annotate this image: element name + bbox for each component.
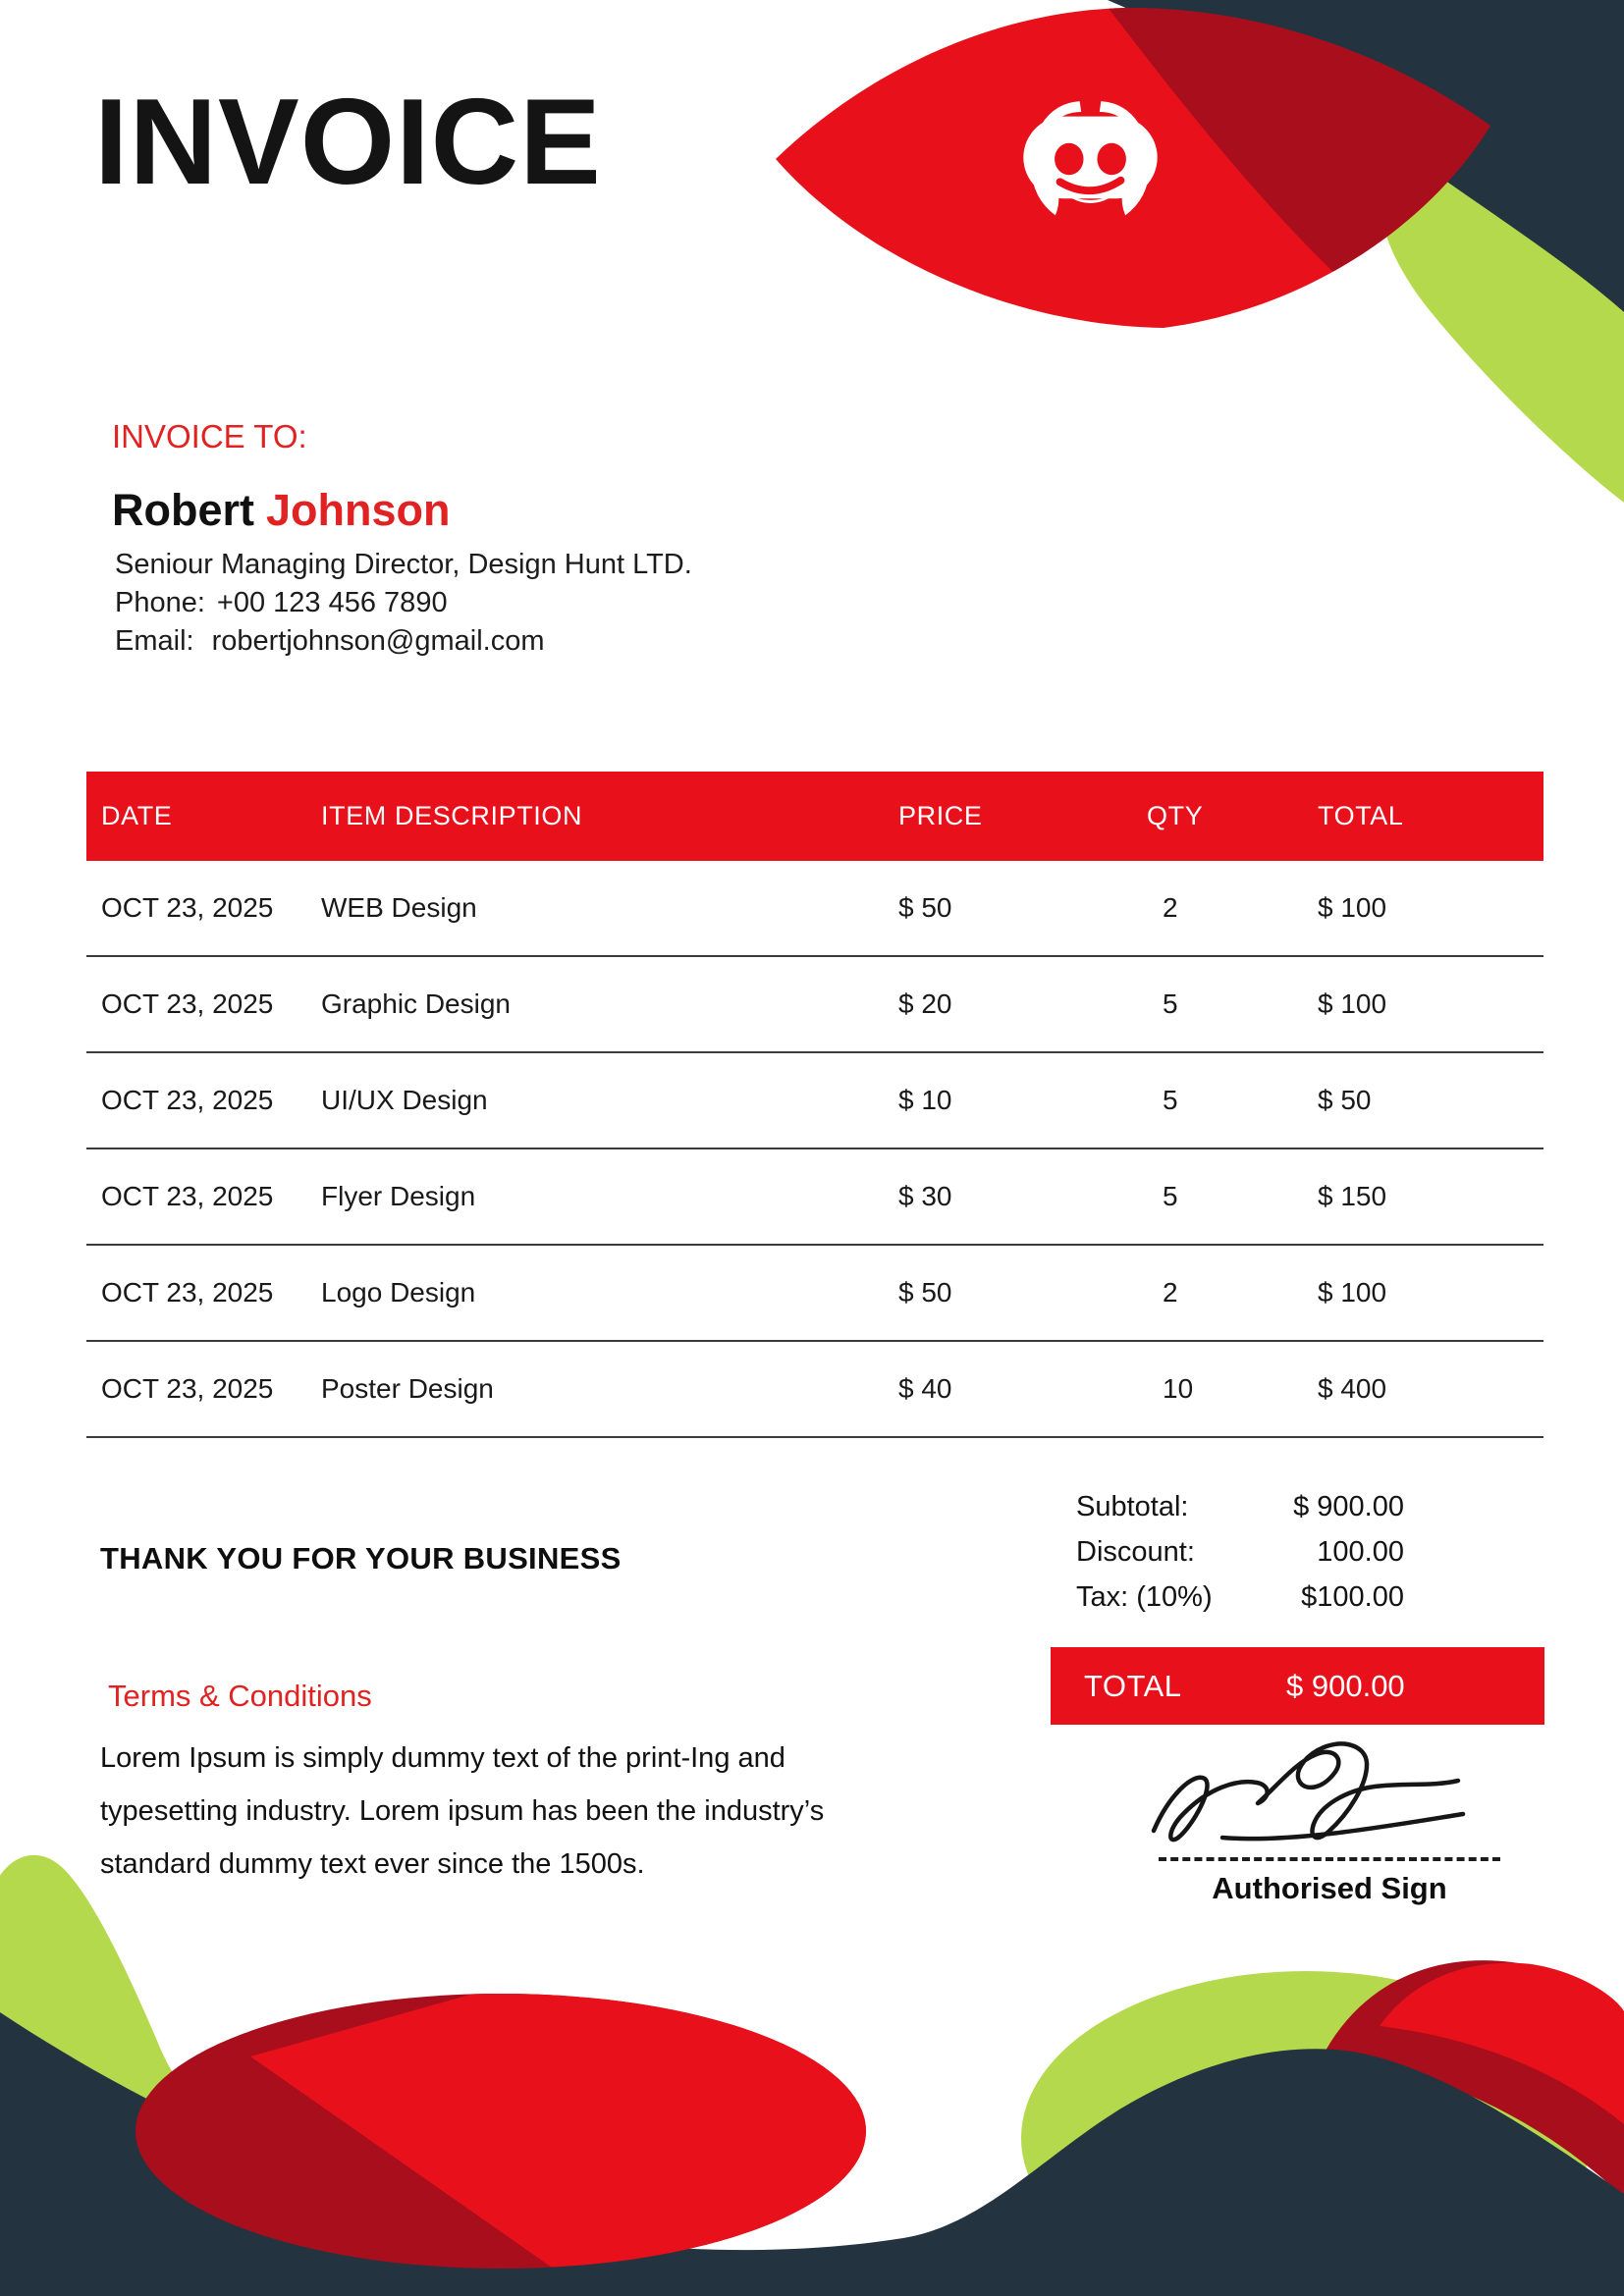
column-header-date: DATE — [101, 801, 173, 830]
column-header-qty: QTY — [1147, 801, 1204, 830]
red-hill-right — [1380, 1962, 1624, 2124]
cell-total: $ 100 — [1318, 988, 1387, 1019]
terms-heading: Terms & Conditions — [108, 1679, 372, 1713]
green-band-shape — [1380, 157, 1624, 503]
table-header: DATE ITEM DESCRIPTION PRICE QTY TOTAL — [86, 772, 1543, 861]
thank-you-note: THANK YOU FOR YOUR BUSINESS — [100, 1541, 622, 1575]
discount-value: 100.00 — [1317, 1536, 1404, 1568]
cell-date: OCT 23, 2025 — [101, 892, 274, 923]
cell-date: OCT 23, 2025 — [101, 1181, 274, 1211]
navy-corner-shape — [1108, 0, 1624, 312]
cell-date: OCT 23, 2025 — [101, 1085, 274, 1115]
page-title: INVOICE — [94, 75, 602, 210]
tax-label: Tax: (10%) — [1076, 1581, 1213, 1613]
top-banner-graphic — [776, 0, 1624, 503]
cell-qty: 5 — [1163, 1085, 1178, 1115]
cell-qty: 2 — [1163, 1277, 1178, 1308]
client-first-name: Robert — [112, 485, 254, 535]
cell-description: Poster Design — [321, 1373, 494, 1404]
cell-price: $ 40 — [898, 1373, 952, 1404]
client-name: Robert Johnson — [112, 485, 451, 536]
cell-total: $ 150 — [1318, 1181, 1387, 1211]
client-email-row: Email: robertjohnson@gmail.com — [115, 622, 692, 661]
cell-total: $ 50 — [1318, 1085, 1372, 1115]
table-row: OCT 23, 2025 Flyer Design $ 30 5 $ 150 — [86, 1149, 1543, 1246]
column-header-total: TOTAL — [1318, 801, 1404, 830]
email-value: robertjohnson@gmail.com — [211, 625, 545, 657]
summary-block: Subtotal: $ 900.00 Discount: 100.00 Tax:… — [1076, 1484, 1404, 1620]
cell-price: $ 50 — [898, 1277, 952, 1308]
cell-qty: 2 — [1163, 892, 1178, 923]
table-row: OCT 23, 2025 WEB Design $ 50 2 $ 100 — [86, 861, 1543, 957]
discount-row: Discount: 100.00 — [1076, 1529, 1404, 1575]
cell-qty: 5 — [1163, 988, 1178, 1019]
signature-line — [1159, 1857, 1500, 1861]
column-header-description: ITEM DESCRIPTION — [321, 801, 583, 830]
subtotal-label: Subtotal: — [1076, 1491, 1189, 1522]
invoice-to-label: INVOICE TO: — [112, 418, 307, 454]
terms-body: Lorem Ipsum is simply dummy text of the … — [100, 1742, 825, 1880]
table-row: OCT 23, 2025 Graphic Design $ 20 5 $ 100 — [86, 957, 1543, 1053]
cell-description: Flyer Design — [321, 1181, 476, 1211]
table-row: OCT 23, 2025 Logo Design $ 50 2 $ 100 — [86, 1246, 1543, 1342]
cell-date: OCT 23, 2025 — [101, 1373, 274, 1404]
phone-value: +00 123 456 7890 — [216, 587, 448, 618]
bottom-banner-graphic — [0, 1854, 1624, 2296]
subtotal-row: Subtotal: $ 900.00 — [1076, 1484, 1404, 1529]
cell-price: $ 30 — [898, 1181, 952, 1211]
tax-value: $100.00 — [1301, 1581, 1404, 1613]
cell-total: $ 100 — [1318, 892, 1387, 923]
cell-total: $ 100 — [1318, 1277, 1387, 1308]
cell-total: $ 400 — [1318, 1373, 1387, 1404]
authorised-sign-label: Authorised Sign — [1212, 1871, 1447, 1905]
client-role: Seniour Managing Director, Design Hunt L… — [115, 549, 692, 580]
items-table: DATE ITEM DESCRIPTION PRICE QTY TOTAL OC… — [86, 772, 1543, 1438]
grand-total-bar: TOTAL $ 900.00 — [1051, 1647, 1544, 1725]
grand-total-label: TOTAL — [1084, 1669, 1182, 1703]
cell-description: Logo Design — [321, 1277, 476, 1308]
tax-row: Tax: (10%) $100.00 — [1076, 1575, 1404, 1620]
discount-label: Discount: — [1076, 1536, 1195, 1568]
cell-description: UI/UX Design — [321, 1085, 488, 1115]
subtotal-value: $ 900.00 — [1293, 1491, 1404, 1522]
cell-date: OCT 23, 2025 — [101, 1277, 274, 1308]
cell-qty: 5 — [1163, 1181, 1178, 1211]
table-body: OCT 23, 2025 WEB Design $ 50 2 $ 100 OCT 23, … — [86, 861, 1543, 1438]
grand-total-value: $ 900.00 — [1286, 1669, 1405, 1703]
cell-date: OCT 23, 2025 — [101, 988, 274, 1019]
column-header-price: PRICE — [898, 801, 983, 830]
table-row: OCT 23, 2025 Poster Design $ 40 10 $ 400 — [86, 1342, 1543, 1438]
cell-price: $ 50 — [898, 892, 952, 923]
email-label: Email: — [115, 625, 194, 657]
table-row: OCT 23, 2025 UI/UX Design $ 10 5 $ 50 — [86, 1053, 1543, 1149]
cell-description: Graphic Design — [321, 988, 511, 1019]
cell-qty: 10 — [1163, 1373, 1194, 1404]
signature-image — [1151, 1741, 1466, 1842]
cell-description: WEB Design — [321, 892, 477, 923]
cell-price: $ 20 — [898, 988, 952, 1019]
cell-price: $ 10 — [898, 1085, 952, 1115]
client-last-name: Johnson — [266, 485, 451, 535]
client-phone-row: Phone: +00 123 456 7890 — [115, 584, 692, 622]
discord-logo-icon — [1023, 101, 1158, 216]
client-details: Seniour Managing Director, Design Hunt L… — [115, 546, 692, 661]
phone-label: Phone: — [115, 587, 205, 618]
